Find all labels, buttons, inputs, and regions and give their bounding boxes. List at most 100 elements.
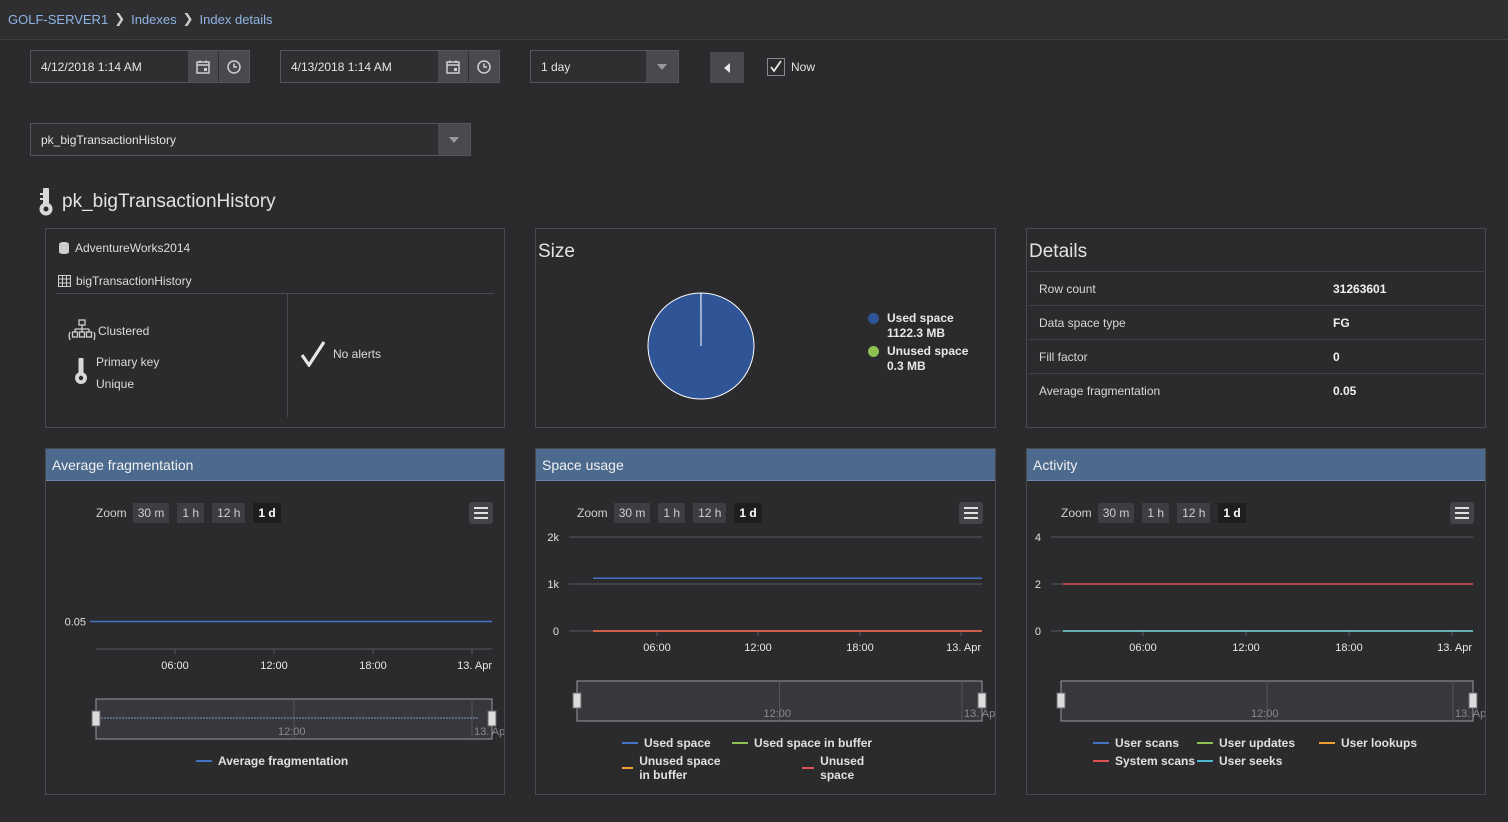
range-select-value[interactable]: 1 day xyxy=(541,59,571,74)
start-datetime-field[interactable]: 4/12/2018 1:14 AM xyxy=(30,50,250,83)
zoom-30m-button[interactable]: 30 m xyxy=(1097,503,1135,523)
legend-line-icon xyxy=(622,742,638,744)
breadcrumb-current: Index details xyxy=(199,11,273,27)
navigator-handle xyxy=(572,692,582,709)
legend-unused-space[interactable]: Unused space 0.3 MB xyxy=(868,344,968,374)
navigator-handle xyxy=(1056,692,1066,709)
legend-used-space[interactable]: Used space xyxy=(622,736,732,750)
chart-menu-button[interactable] xyxy=(1450,502,1474,524)
key-type-label: Primary key xyxy=(96,355,160,369)
unused-space-label: Unused space xyxy=(887,344,969,358)
space-usage-chart-panel: Space usage Zoom 30 m 1 h 12 h 1 d 0 1k 2k… xyxy=(535,448,996,795)
database-row: AdventureWorks2014 xyxy=(58,241,190,255)
database-icon xyxy=(59,242,69,254)
legend-used-space[interactable]: Used space 1122.3 MB xyxy=(868,311,968,341)
zoom-1h-button[interactable]: 1 h xyxy=(177,503,205,523)
zoom-controls: Zoom 30 m 1 h 12 h 1 d xyxy=(96,503,281,523)
checkmark-icon xyxy=(301,341,325,367)
clock-icon[interactable] xyxy=(469,51,499,82)
navigator-end-label: 13. Apr xyxy=(964,708,995,720)
legend-user-seeks[interactable]: User seeks xyxy=(1197,754,1319,768)
index-type-row: Clustered xyxy=(68,319,149,343)
calendar-icon[interactable] xyxy=(188,51,218,82)
clock-icon[interactable] xyxy=(219,51,249,82)
legend-label: Unused space in buffer xyxy=(639,754,721,782)
fragmentation-chart-header: Average fragmentation xyxy=(46,449,504,481)
checkbox-checked-icon[interactable] xyxy=(767,58,785,76)
y-tick-label: 2k xyxy=(547,532,559,544)
zoom-controls: Zoom 30 m 1 h 12 h 1 d xyxy=(1061,503,1246,523)
size-panel: Size Used space 1122.3 MB Unused space 0… xyxy=(535,228,996,428)
table-name: bigTransactionHistory xyxy=(76,274,192,288)
index-select[interactable]: pk_bigTransactionHistory xyxy=(30,123,471,156)
unused-space-value: 0.3 MB xyxy=(887,359,926,373)
chart-menu-button[interactable] xyxy=(469,502,493,524)
previous-period-button[interactable] xyxy=(710,52,744,83)
legend-unused-space-in-buffer[interactable]: Unused space in buffer xyxy=(622,754,732,782)
legend-label: User seeks xyxy=(1219,754,1283,768)
hierarchy-icon xyxy=(68,319,96,341)
details-value: FG xyxy=(1333,315,1350,330)
index-select-value[interactable]: pk_bigTransactionHistory xyxy=(41,132,176,147)
breadcrumb-indexes-link[interactable]: Indexes xyxy=(131,11,177,27)
alerts-status: No alerts xyxy=(301,341,381,367)
activity-chart-header: Activity xyxy=(1027,449,1485,481)
activity-chart-panel: Activity Zoom 30 m 1 h 12 h 1 d 0 2 4 06:00… xyxy=(1026,448,1486,795)
calendar-icon[interactable] xyxy=(438,51,468,82)
database-name: AdventureWorks2014 xyxy=(75,241,191,255)
top-bar: GOLF-SERVER1 ❯ Indexes ❯ Index details xyxy=(0,0,1508,40)
breadcrumb: GOLF-SERVER1 ❯ Indexes ❯ Index details xyxy=(8,11,273,27)
legend-user-lookups[interactable]: User lookups xyxy=(1319,736,1429,750)
divider xyxy=(287,294,288,417)
y-tick-label: 2 xyxy=(1035,579,1041,591)
zoom-1d-button[interactable]: 1 d xyxy=(1218,503,1246,523)
zoom-12h-button[interactable]: 12 h xyxy=(212,503,246,523)
zoom-12h-button[interactable]: 12 h xyxy=(693,503,727,523)
key-icon xyxy=(39,188,53,216)
legend-unused-space[interactable]: Unused space xyxy=(802,754,882,782)
end-datetime-field[interactable]: 4/13/2018 1:14 AM xyxy=(280,50,500,83)
x-tick-label: 18:00 xyxy=(1335,642,1363,654)
legend-label: Used space xyxy=(644,736,711,750)
x-tick-label: 13. Apr xyxy=(946,642,981,654)
now-checkbox[interactable]: Now xyxy=(767,58,815,76)
chevron-down-icon[interactable] xyxy=(646,51,678,82)
chevron-right-icon: ❯ xyxy=(182,11,194,26)
range-select[interactable]: 1 day xyxy=(530,50,679,83)
chart-menu-button[interactable] xyxy=(959,502,983,524)
legend-user-updates[interactable]: User updates xyxy=(1197,736,1319,750)
legend-used-space-in-buffer[interactable]: Used space in buffer xyxy=(732,736,882,750)
legend-system-scans[interactable]: System scans xyxy=(1093,754,1197,768)
x-tick-label: 13. Apr xyxy=(457,660,492,672)
alerts-label: No alerts xyxy=(333,347,382,361)
zoom-1h-button[interactable]: 1 h xyxy=(1142,503,1170,523)
details-key: Fill factor xyxy=(1039,349,1088,364)
table-row: bigTransactionHistory xyxy=(58,274,192,288)
legend-user-scans[interactable]: User scans xyxy=(1093,736,1197,750)
breadcrumb-server-link[interactable]: GOLF-SERVER1 xyxy=(8,11,109,27)
zoom-1d-button[interactable]: 1 d xyxy=(253,503,281,523)
key-icon xyxy=(75,358,87,384)
size-pie-chart xyxy=(647,292,755,400)
activity-chart: 0 2 4 06:00 12:00 18:00 13. Apr 12:00 13. Apr xyxy=(1035,532,1485,722)
x-tick-label: 18:00 xyxy=(359,660,387,672)
y-tick-label: 4 xyxy=(1035,532,1041,544)
zoom-label: Zoom xyxy=(1061,506,1092,520)
navigator-label: 12:00 xyxy=(278,726,306,738)
zoom-30m-button[interactable]: 30 m xyxy=(132,503,170,523)
zoom-12h-button[interactable]: 12 h xyxy=(1177,503,1211,523)
zoom-1d-button[interactable]: 1 d xyxy=(734,503,762,523)
x-tick-label: 06:00 xyxy=(161,660,189,672)
details-value: 31263601 xyxy=(1333,281,1387,296)
legend-average-fragmentation[interactable]: Average fragmentation xyxy=(196,754,348,768)
x-tick-label: 06:00 xyxy=(643,642,671,654)
now-label: Now xyxy=(791,60,816,74)
zoom-1h-button[interactable]: 1 h xyxy=(658,503,686,523)
zoom-30m-button[interactable]: 30 m xyxy=(613,503,651,523)
start-datetime-value[interactable]: 4/12/2018 1:14 AM xyxy=(41,59,142,74)
details-key: Data space type xyxy=(1039,315,1126,330)
x-tick-label: 18:00 xyxy=(846,642,874,654)
end-datetime-value[interactable]: 4/13/2018 1:14 AM xyxy=(291,59,392,74)
legend-label: User scans xyxy=(1115,736,1180,750)
chevron-down-icon[interactable] xyxy=(438,124,470,155)
